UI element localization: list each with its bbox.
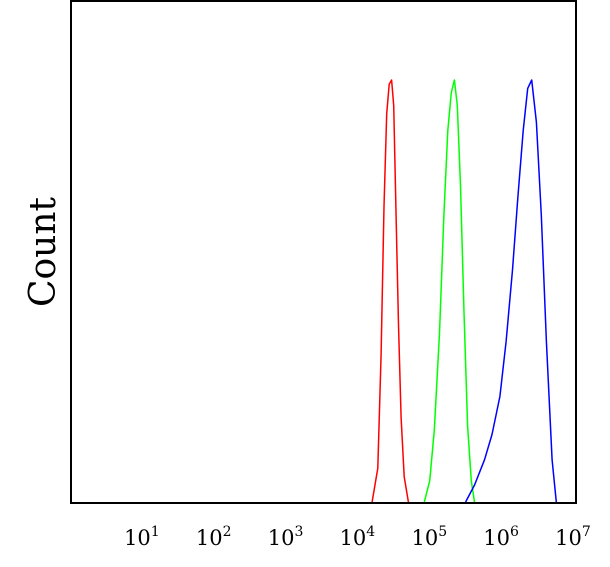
x-tick-label: 101 <box>124 524 160 550</box>
x-axis-ticks: 101 102 103 104 105 106 107 <box>124 524 591 550</box>
x-tick-label: 106 <box>483 524 519 550</box>
x-tick-label: 103 <box>268 524 304 550</box>
x-tick-base: 10 <box>196 526 223 550</box>
series-line-3 <box>464 79 558 503</box>
x-tick-label: 104 <box>340 524 376 550</box>
series-layer <box>371 79 558 503</box>
x-tick-exponent: 1 <box>151 524 160 540</box>
x-tick-label: 102 <box>196 524 232 550</box>
x-tick-label: 107 <box>555 524 591 550</box>
x-tick-base: 10 <box>555 526 582 550</box>
x-tick-exponent: 6 <box>510 524 519 540</box>
x-tick-exponent: 3 <box>295 524 304 540</box>
x-tick-base: 10 <box>124 526 151 550</box>
x-tick-label: 105 <box>411 524 447 550</box>
x-tick-exponent: 2 <box>223 524 232 540</box>
x-tick-exponent: 7 <box>582 524 591 540</box>
x-tick-exponent: 5 <box>438 524 447 540</box>
x-tick-exponent: 4 <box>366 524 375 540</box>
series-line-2 <box>423 79 476 503</box>
series-line-1 <box>371 79 410 503</box>
x-tick-base: 10 <box>340 526 367 550</box>
y-axis-label: Count <box>23 196 64 307</box>
x-tick-base: 10 <box>411 526 438 550</box>
x-tick-base: 10 <box>483 526 510 550</box>
x-tick-base: 10 <box>268 526 295 550</box>
plot-frame <box>70 0 577 504</box>
